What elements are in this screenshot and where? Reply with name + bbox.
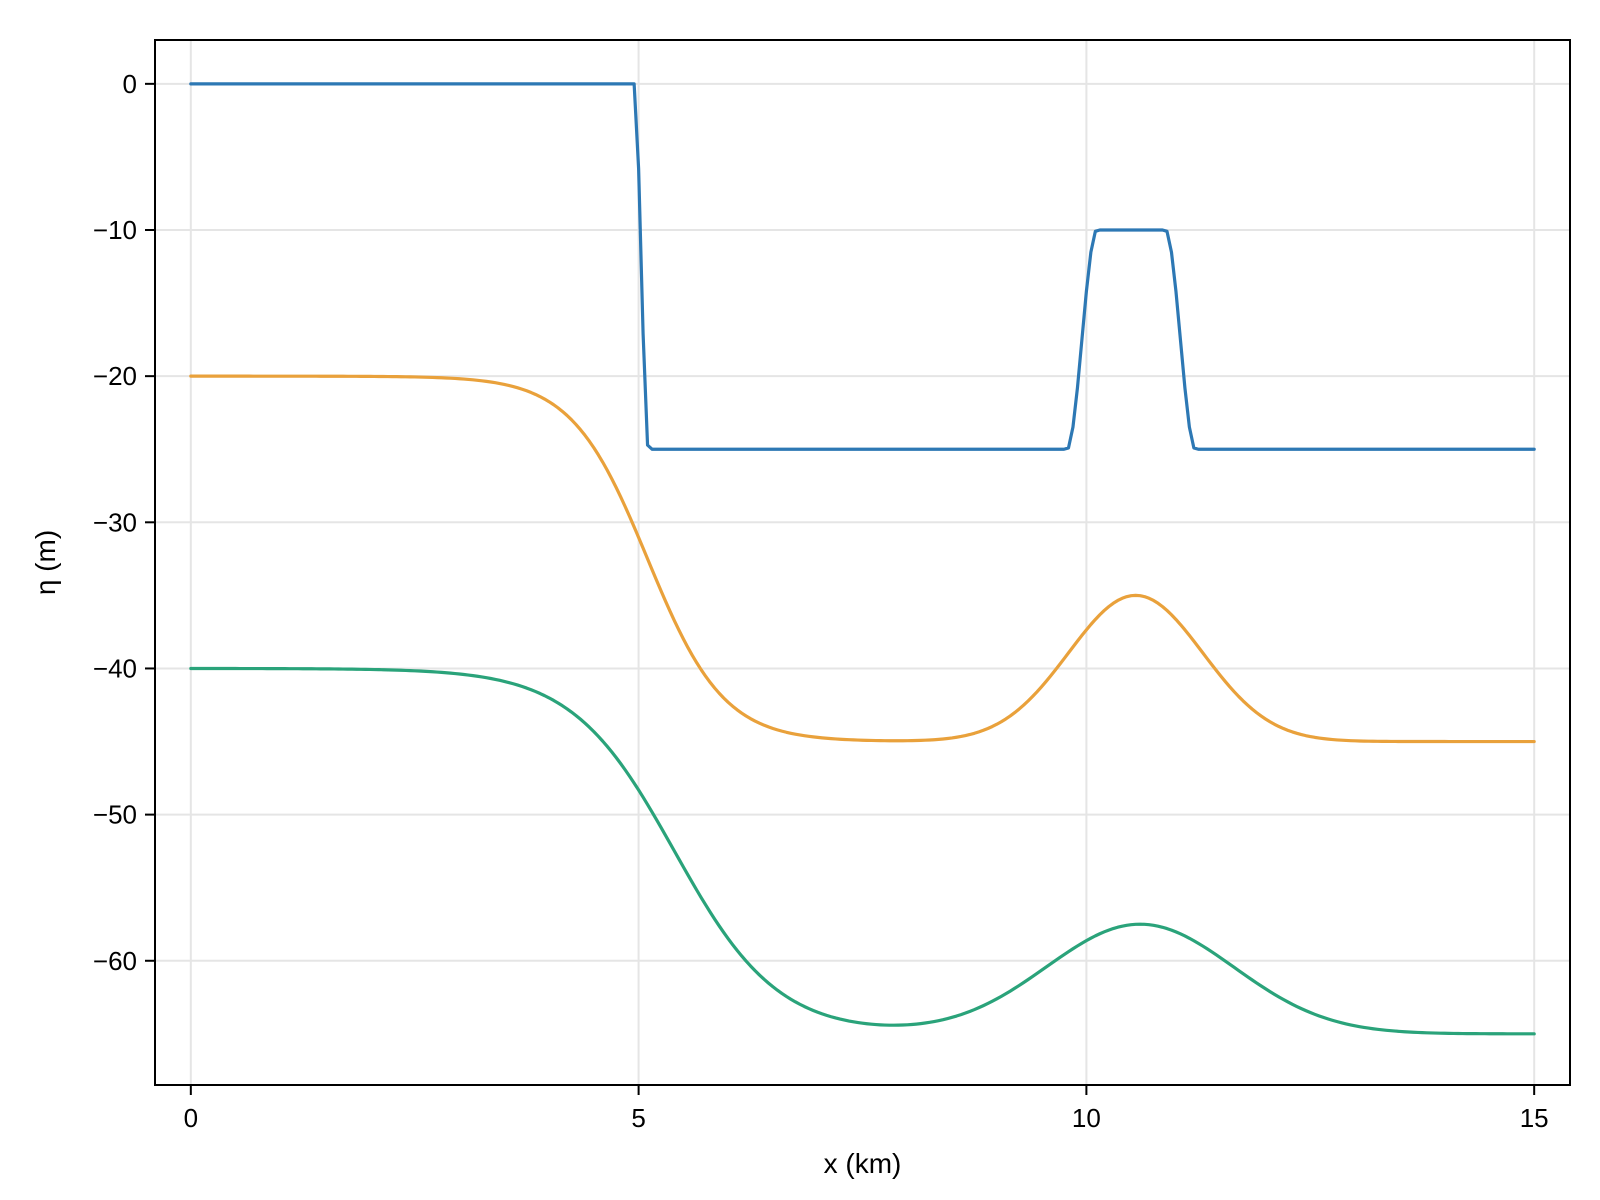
y-tick-label: −20	[93, 361, 137, 391]
line-chart: 0 5 10 15 −60 −50 −40 −30 −20 −10 0 x (km) η (m)	[0, 0, 1600, 1200]
axes	[145, 40, 1570, 1095]
y-tick-label: −30	[93, 507, 137, 537]
y-tick-label: −50	[93, 800, 137, 830]
x-tick-label: 15	[1520, 1103, 1549, 1133]
x-tick-label: 5	[631, 1103, 645, 1133]
chart-container: 0 5 10 15 −60 −50 −40 −30 −20 −10 0 x (km) η (m)	[0, 0, 1600, 1200]
gridlines	[155, 40, 1570, 1085]
series-layer	[191, 84, 1534, 1034]
series-blue	[191, 84, 1534, 449]
y-tick-label: −10	[93, 215, 137, 245]
x-tick-label: 0	[184, 1103, 198, 1133]
x-tick-label: 10	[1072, 1103, 1101, 1133]
x-axis-label: x (km)	[824, 1148, 902, 1179]
y-tick-label: 0	[123, 69, 137, 99]
y-axis-label: η (m)	[30, 530, 61, 595]
plot-border	[155, 40, 1570, 1085]
y-tick-label: −40	[93, 653, 137, 683]
y-tick-label: −60	[93, 946, 137, 976]
series-orange	[191, 376, 1534, 741]
series-green	[191, 668, 1534, 1033]
tick-labels: 0 5 10 15 −60 −50 −40 −30 −20 −10 0	[93, 69, 1549, 1133]
